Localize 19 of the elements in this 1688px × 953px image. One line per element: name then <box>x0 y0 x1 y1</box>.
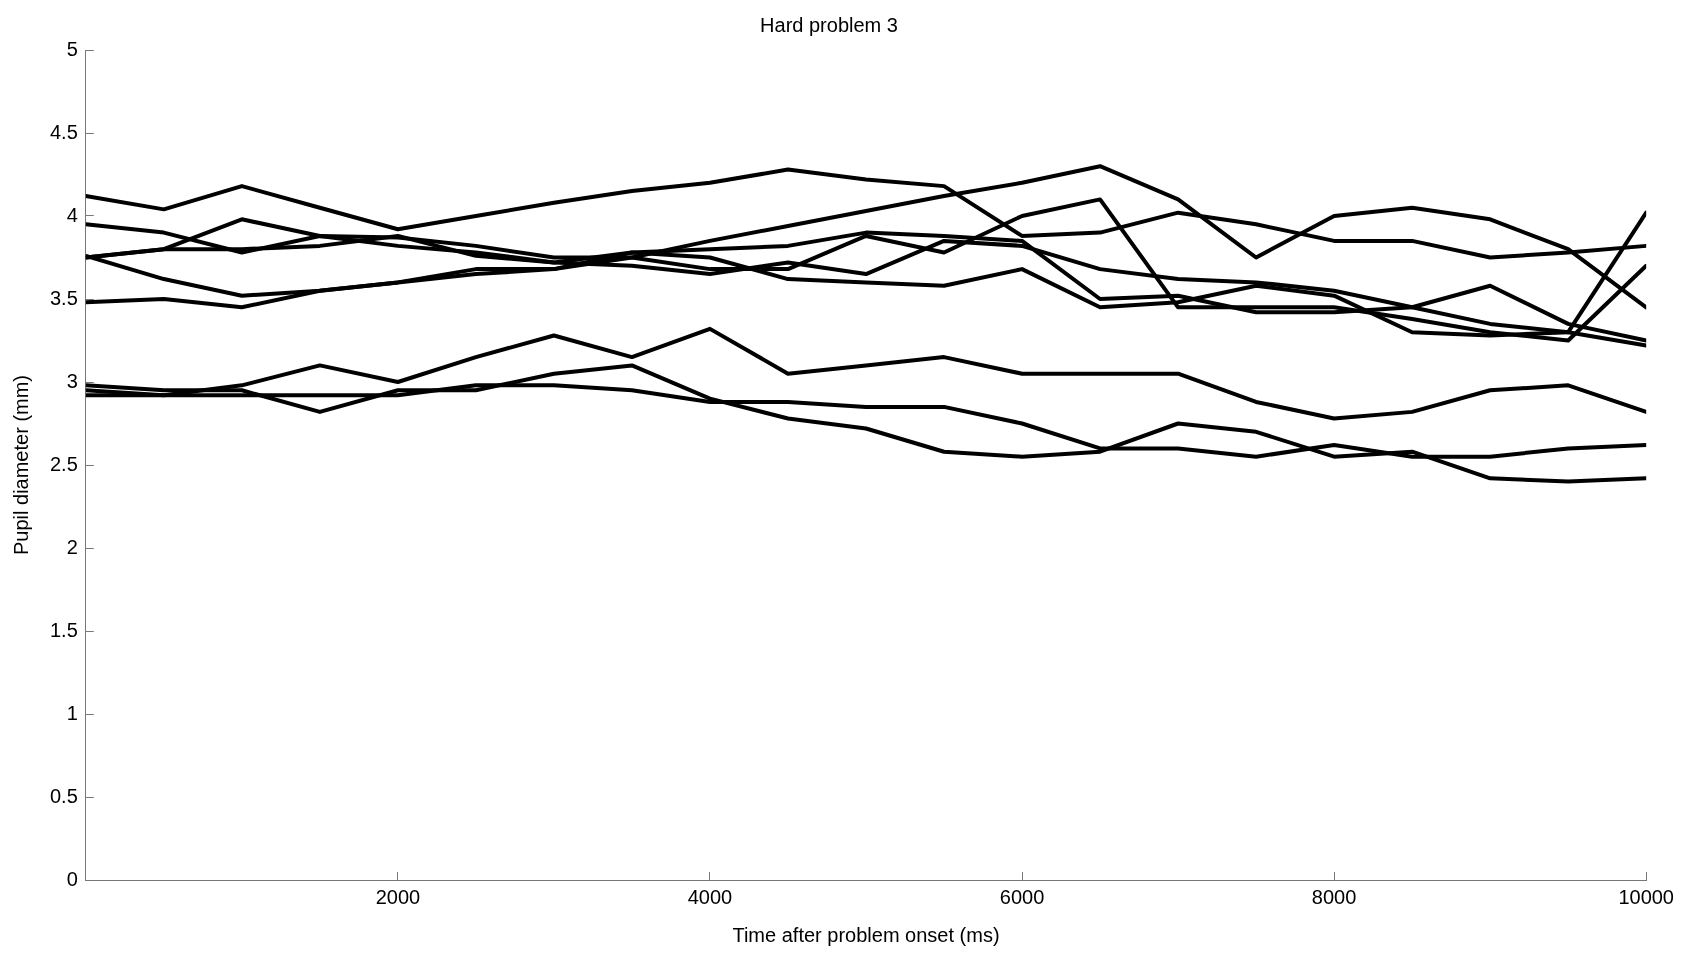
chart-title: Hard problem 3 <box>760 13 898 36</box>
x-tick-label: 10000 <box>1618 885 1674 908</box>
y-tick-label: 2 <box>66 535 78 558</box>
y-tick-label: 2.5 <box>49 452 78 475</box>
y-tick-label: 1 <box>66 701 78 724</box>
x-tick-label: 6000 <box>999 885 1045 908</box>
y-tick-label: 4.5 <box>49 120 78 143</box>
y-tick-label: 3.5 <box>49 286 78 309</box>
y-tick-label: 3 <box>66 369 78 392</box>
y-axis-title: Pupil diameter (mm) <box>9 374 32 556</box>
y-tick-label: 5 <box>66 37 78 60</box>
y-tick-label: 1.5 <box>49 618 78 641</box>
y-tick-label: 0 <box>66 867 78 890</box>
y-tick-label: 4 <box>66 203 78 226</box>
x-tick-label: 4000 <box>687 885 733 908</box>
y-tick-label: 0.5 <box>49 784 78 807</box>
x-axis-title: Time after problem onset (ms) <box>732 923 1000 946</box>
x-tick-label: 2000 <box>375 885 421 908</box>
x-tick-label: 8000 <box>1311 885 1357 908</box>
